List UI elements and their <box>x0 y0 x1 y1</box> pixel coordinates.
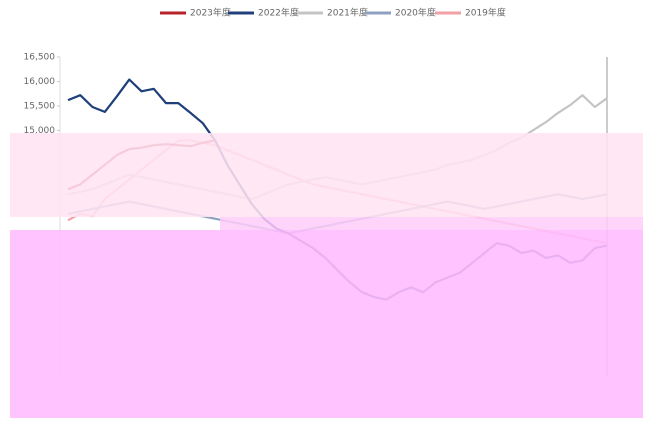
overlay-band <box>10 230 643 418</box>
legend: 2023年度 2022年度 2021年度 2020年度 2019年度 <box>160 7 506 19</box>
legend-label: 2019年度 <box>465 7 506 19</box>
overlay-band <box>220 217 643 230</box>
legend-label: 2020年度 <box>395 7 436 19</box>
y-tick-label: 16,500 <box>24 53 56 63</box>
y-tick-label: 16,000 <box>24 77 56 87</box>
overlay <box>10 133 643 418</box>
legend-label: 2021年度 <box>327 7 368 19</box>
legend-label: 2022年度 <box>258 7 299 19</box>
y-tick-label: 15,500 <box>24 102 56 112</box>
overlay-band <box>10 133 643 217</box>
legend-label: 2023年度 <box>190 7 231 19</box>
y-tick-label: 15,000 <box>24 126 56 136</box>
